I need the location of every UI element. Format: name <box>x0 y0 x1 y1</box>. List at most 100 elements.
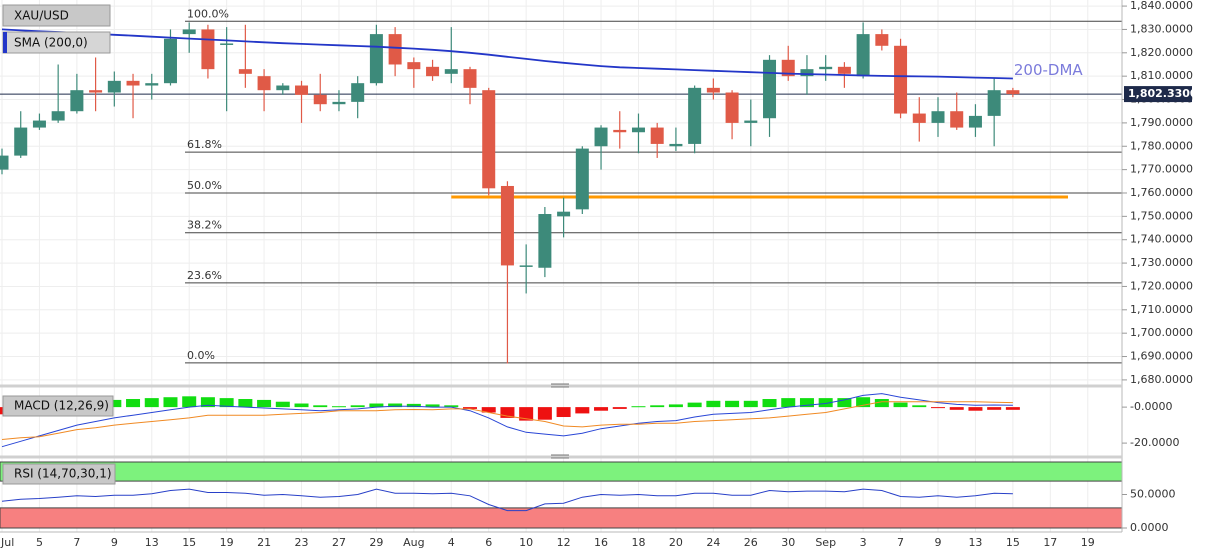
candle-body <box>912 113 926 123</box>
histogram-bar <box>837 398 852 408</box>
candle-body <box>126 80 140 86</box>
histogram-bar <box>968 407 983 411</box>
histogram-bar <box>612 407 627 409</box>
x-tick-label: 19 <box>1081 536 1095 549</box>
candle-body <box>706 87 720 93</box>
histogram-bar <box>687 402 702 408</box>
candle-body <box>220 43 234 45</box>
rsi-line <box>1 488 1013 512</box>
candle-body <box>107 80 121 93</box>
x-tick-label: 19 <box>220 536 234 549</box>
fib-label: 100.0% <box>187 7 229 20</box>
histogram-bar <box>668 404 683 408</box>
histogram-bar <box>799 398 814 408</box>
x-tick-label: 5 <box>36 536 43 549</box>
marks-layer <box>0 20 1122 512</box>
x-tick-label: 20 <box>669 536 683 549</box>
title-box[interactable] <box>2 4 111 27</box>
candle-body <box>182 29 196 35</box>
histogram-bar <box>238 399 253 408</box>
histogram-bar <box>163 397 178 408</box>
y-tick-label: 0.0000 <box>1130 521 1169 534</box>
histogram-bar <box>182 396 197 408</box>
histogram-bar <box>856 397 871 408</box>
x-tick-label: Aug <box>403 536 424 549</box>
histogram-bar <box>126 399 141 408</box>
candle-body <box>931 111 945 123</box>
histogram-bar <box>631 406 646 408</box>
x-tick-label: 6 <box>485 536 492 549</box>
rsi-title-box[interactable] <box>2 463 116 485</box>
histogram-bar <box>743 400 758 408</box>
histogram-bar <box>874 399 889 408</box>
indicator-swatch <box>3 32 7 53</box>
divider-handle[interactable] <box>551 454 569 459</box>
fib-label: 61.8% <box>187 138 222 151</box>
candle-body <box>744 120 758 123</box>
x-tick-label: 17 <box>1043 536 1057 549</box>
candle-body <box>89 90 103 93</box>
histogram-bar <box>818 398 833 408</box>
x-tick-label: 13 <box>968 536 982 549</box>
y-tick-label: 1,770.0000 <box>1130 163 1193 176</box>
histogram-bar <box>406 403 421 408</box>
annotation: 200-DMA <box>1014 61 1084 79</box>
histogram-bar <box>575 407 590 414</box>
candle-body <box>519 265 533 267</box>
x-tick-label: 24 <box>706 536 720 549</box>
candle-body <box>444 69 458 74</box>
chart-title: XAU/USD <box>14 9 69 23</box>
candle-body <box>369 34 383 84</box>
y-tick-label: 1,790.0000 <box>1130 116 1193 129</box>
histogram-bar <box>425 404 440 408</box>
x-tick-label: 29 <box>369 536 383 549</box>
y-tick-label: 1,830.0000 <box>1130 22 1193 35</box>
candle-body <box>32 120 46 128</box>
y-tick-label: 1,740.0000 <box>1130 233 1193 246</box>
macd-title-box[interactable] <box>2 395 114 417</box>
fib-label: 0.0% <box>187 349 215 362</box>
candle-body <box>688 87 702 144</box>
y-tick-label: 1,840.0000 <box>1130 0 1193 12</box>
histogram-bar <box>537 407 552 420</box>
x-tick-label: 13 <box>145 536 159 549</box>
histogram-bar <box>931 407 945 409</box>
candle-body <box>763 59 777 119</box>
histogram-bar <box>294 403 309 408</box>
candle-body <box>482 90 496 189</box>
x-tick-label: 7 <box>897 536 904 549</box>
candle-body <box>987 90 1001 116</box>
histogram-bar <box>781 398 796 408</box>
rsi-title: RSI (14,70,30,1) <box>14 467 112 481</box>
histogram-bar <box>275 401 290 408</box>
candle-body <box>557 211 571 217</box>
y-tick-label: -0.0000 <box>1130 400 1172 413</box>
candle-body <box>407 62 421 70</box>
candle-body <box>538 214 552 268</box>
candle-body <box>725 92 739 123</box>
candle-body <box>575 148 589 210</box>
histogram-bar <box>481 407 496 413</box>
candle-body <box>894 45 908 114</box>
candle-body <box>650 127 664 144</box>
x-tick-label: 21 <box>257 536 271 549</box>
candle-body <box>500 185 514 266</box>
last-price-box <box>1124 86 1192 103</box>
y-tick-label: 1,680.0000 <box>1130 373 1193 386</box>
histogram-bar <box>200 397 215 408</box>
candle-body <box>781 59 795 77</box>
divider-handle[interactable] <box>551 383 569 388</box>
candle-body <box>0 155 9 170</box>
histogram-bar <box>257 399 272 408</box>
fib-label: 23.6% <box>187 269 222 282</box>
histogram-bar <box>1005 407 1020 410</box>
histogram-bar <box>650 405 665 408</box>
histogram-bar <box>369 403 384 408</box>
histogram-bar <box>313 405 328 408</box>
fib-label: 38.2% <box>187 219 222 232</box>
y-tick-label: 1,810.0000 <box>1130 69 1193 82</box>
candle-body <box>950 111 964 128</box>
x-tick-label: 23 <box>295 536 309 549</box>
y-tick-label: -20.0000 <box>1130 436 1179 449</box>
